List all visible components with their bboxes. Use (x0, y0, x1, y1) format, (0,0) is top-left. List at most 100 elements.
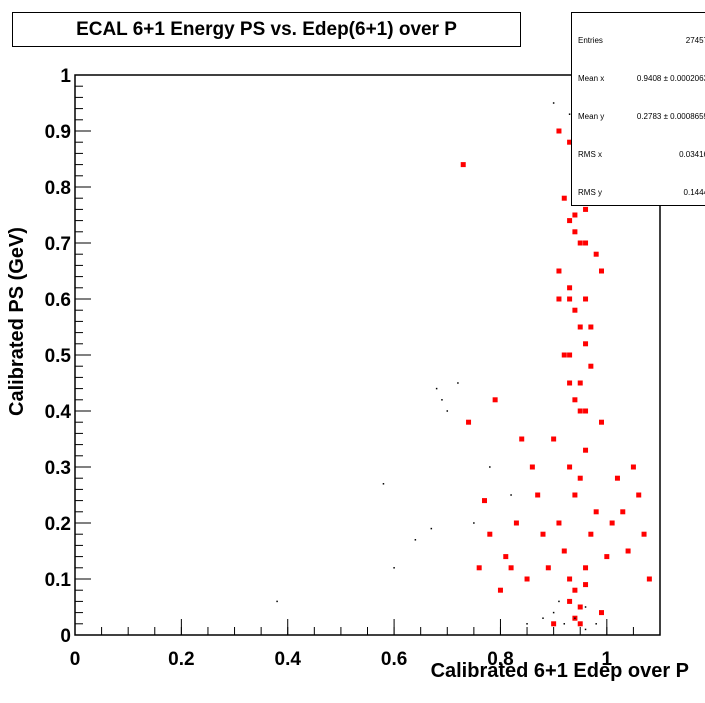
data-point-black (552, 611, 555, 614)
data-point-red (577, 240, 583, 246)
data-point-red (567, 352, 573, 358)
y-tick-label: 0.1 (45, 570, 72, 591)
stats-value: 0.2783 ± 0.0008659 (636, 112, 705, 121)
data-point-red (583, 240, 589, 246)
data-point-red (577, 380, 583, 386)
data-point-red (572, 492, 578, 498)
data-point-red (497, 587, 503, 593)
data-point-black (510, 494, 512, 496)
data-point-red (551, 436, 557, 442)
data-point-red (567, 139, 573, 145)
data-point-black (558, 600, 560, 603)
data-point-black (574, 617, 576, 619)
y-tick-label: 0 (60, 626, 71, 647)
data-point-red (466, 419, 472, 425)
data-point-black (414, 539, 417, 541)
data-point-black (563, 623, 566, 625)
data-point-black (568, 113, 571, 115)
x-axis-title: Calibrated 6+1 Edep over P (430, 660, 689, 682)
stats-label: RMS x (578, 150, 602, 159)
data-point-red (577, 324, 583, 330)
data-point-black (382, 483, 385, 485)
x-tick-label: 0.8 (487, 649, 513, 670)
data-point-red (599, 419, 604, 425)
data-point-red (609, 520, 615, 526)
y-tick-label: 0.7 (45, 234, 71, 255)
x-tick-label: 1 (602, 649, 613, 670)
data-point-red (577, 621, 583, 627)
x-tick-label: 0.2 (168, 649, 194, 670)
data-point-red (588, 363, 594, 369)
data-point-red (492, 397, 498, 403)
data-point-red (567, 576, 573, 582)
data-point-red (620, 509, 626, 515)
stats-label: Mean y (578, 112, 605, 121)
data-point-red (583, 447, 589, 453)
y-tick-label: 0.2 (45, 514, 71, 535)
data-point-black (457, 382, 459, 384)
data-point-red (556, 128, 562, 134)
y-tick-label: 0.6 (45, 290, 71, 311)
data-point-black (473, 522, 475, 524)
data-point-red (561, 548, 567, 554)
data-point-red (604, 554, 610, 560)
data-point-red (567, 598, 573, 604)
data-point-red (625, 548, 631, 554)
data-point-black (446, 410, 449, 412)
data-point-red (588, 324, 594, 330)
data-point-red (583, 341, 589, 347)
data-point-red (508, 565, 514, 571)
data-point-red (630, 464, 636, 470)
data-point-red (567, 464, 573, 470)
stats-row-mean-y: Mean y 0.2783 ± 0.0008659 (578, 111, 705, 123)
stats-value: 0.9408 ± 0.0002063 (636, 74, 705, 83)
data-point-black (584, 606, 587, 608)
data-point-red (572, 307, 578, 313)
stats-value: 27457 (685, 36, 705, 45)
data-point-red (572, 229, 578, 235)
stats-label: Entries (578, 36, 603, 45)
x-tick-label: 0.4 (275, 649, 302, 670)
data-point-black (393, 567, 395, 569)
y-axis-title: Calibrated PS (GeV) (5, 227, 28, 416)
data-point-red (524, 576, 530, 582)
data-point-red (577, 475, 583, 481)
stats-row-rms-y: RMS y 0.1444 (578, 187, 705, 199)
data-point-red (583, 206, 589, 212)
data-point-black (595, 623, 597, 625)
y-tick-label: 0.8 (45, 178, 71, 199)
data-point-red (487, 531, 493, 537)
data-point-red (577, 604, 583, 610)
data-point-red (572, 587, 578, 593)
data-point-red (583, 582, 589, 588)
data-point-red (567, 218, 573, 224)
data-point-red (636, 492, 642, 498)
data-point-red (556, 520, 562, 526)
data-point-red (561, 352, 567, 358)
data-point-red (641, 531, 647, 537)
data-point-red (588, 531, 594, 537)
data-point-black (430, 527, 433, 530)
chart-title: ECAL 6+1 Energy PS vs. Edep(6+1) over P (12, 12, 521, 47)
data-point-red (646, 576, 652, 582)
data-point-black (552, 102, 555, 104)
stats-row-rms-x: RMS x 0.03416 (578, 149, 705, 161)
data-point-red (476, 565, 482, 571)
stats-value: 0.03416 (679, 150, 705, 159)
data-point-red (567, 380, 573, 386)
data-point-red (460, 162, 466, 168)
data-point-red (519, 436, 525, 442)
data-point-red (599, 610, 604, 616)
data-point-red (614, 475, 620, 481)
data-point-black (526, 623, 528, 625)
y-tick-label: 0.3 (45, 458, 71, 479)
stats-label: Mean x (578, 74, 605, 83)
data-point-red (556, 268, 562, 274)
y-tick-label: 0.4 (45, 402, 72, 423)
data-point-black (542, 617, 544, 619)
x-tick-label: 0 (70, 649, 81, 670)
data-point-red (593, 509, 599, 515)
data-point-black (276, 600, 278, 603)
data-point-red (583, 565, 589, 571)
data-point-red (583, 296, 589, 302)
